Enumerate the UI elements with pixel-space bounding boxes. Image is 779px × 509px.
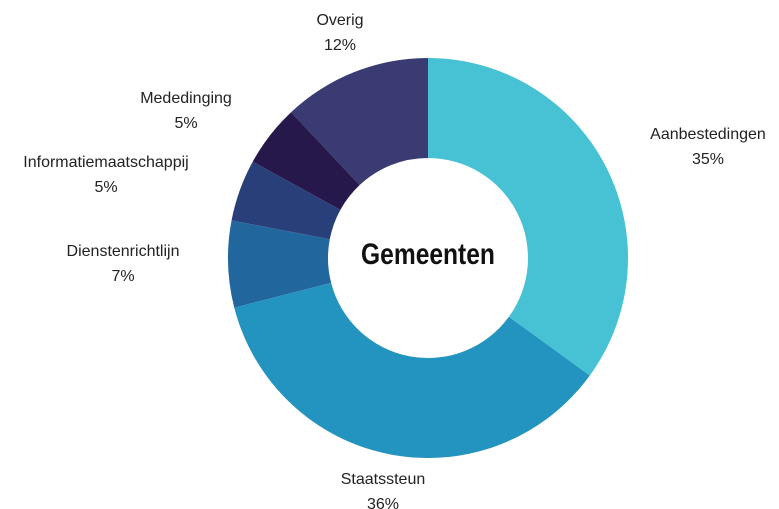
slice-value-label: 35% <box>692 151 724 168</box>
donut-slice <box>228 220 332 308</box>
slice-label: Mededinging <box>140 90 232 107</box>
donut-slice <box>252 112 360 210</box>
donut-slice <box>291 58 428 186</box>
slice-label: Overig <box>316 12 363 29</box>
slice-label: Dienstenrichtlijn <box>67 243 180 260</box>
slice-value-label: 5% <box>94 179 117 196</box>
slice-label: Staatssteun <box>341 471 426 488</box>
slice-value-label: 12% <box>324 37 356 54</box>
donut-slice <box>231 161 341 240</box>
slice-value-label: 36% <box>367 496 399 509</box>
slice-value-label: 5% <box>174 115 197 132</box>
slice-label: Informatiemaatschappij <box>23 154 188 171</box>
slice-label: Aanbestedingen <box>650 126 766 143</box>
center-label: Gemeenten <box>361 237 495 271</box>
slice-value-label: 7% <box>111 268 134 285</box>
donut-slice <box>234 282 590 459</box>
donut-slice <box>428 58 628 376</box>
